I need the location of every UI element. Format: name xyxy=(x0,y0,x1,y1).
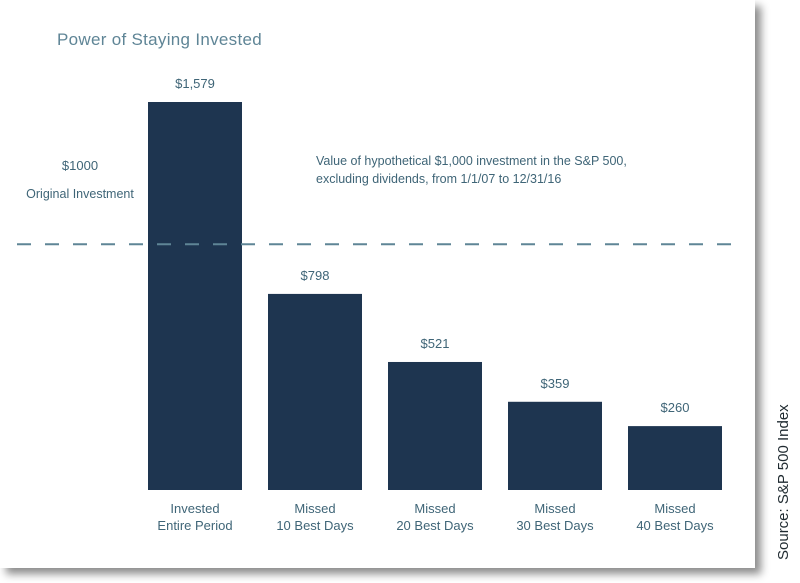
chart-title: Power of Staying Invested xyxy=(57,30,263,49)
category-label-5-line-1: Missed xyxy=(654,501,695,516)
category-label-2-line-2: 10 Best Days xyxy=(276,518,354,533)
category-label-4-line-1: Missed xyxy=(534,501,575,516)
data-label-3: $521 xyxy=(421,336,450,351)
bar-chart: $1,579 Invested Entire Period $798 Missed 10 … xyxy=(17,76,735,533)
data-label-5: $260 xyxy=(661,400,690,415)
category-label-1-line-2: Entire Period xyxy=(157,518,232,533)
data-label-1: $1,579 xyxy=(175,76,215,91)
category-label-3-line-2: 20 Best Days xyxy=(396,518,474,533)
category-label-1-line-1: Invested xyxy=(170,501,219,516)
reference-value-label: $1000 xyxy=(61,158,99,173)
reference-label: $1000 Original Investment xyxy=(22,157,138,203)
category-label-4-line-2: 30 Best Days xyxy=(516,518,594,533)
data-label-2: $798 xyxy=(301,268,330,283)
category-label-3-line-1: Missed xyxy=(414,501,455,516)
bar-1 xyxy=(148,102,242,490)
source-note: Source: S&P 500 Index xyxy=(775,404,792,560)
bar-3 xyxy=(388,361,482,490)
chart-card: Power of Staying Invested Value of hypot… xyxy=(17,30,735,533)
bar-2 xyxy=(268,293,362,490)
reference-text-label: Original Investment xyxy=(26,187,134,201)
chart-annotation: Value of hypothetical $1,000 investment … xyxy=(316,154,627,186)
category-label-2-line-1: Missed xyxy=(294,501,335,516)
bar-5 xyxy=(628,426,722,490)
data-label-4: $359 xyxy=(541,376,570,391)
category-label-5-line-2: 40 Best Days xyxy=(636,518,714,533)
bar-4 xyxy=(508,401,602,490)
